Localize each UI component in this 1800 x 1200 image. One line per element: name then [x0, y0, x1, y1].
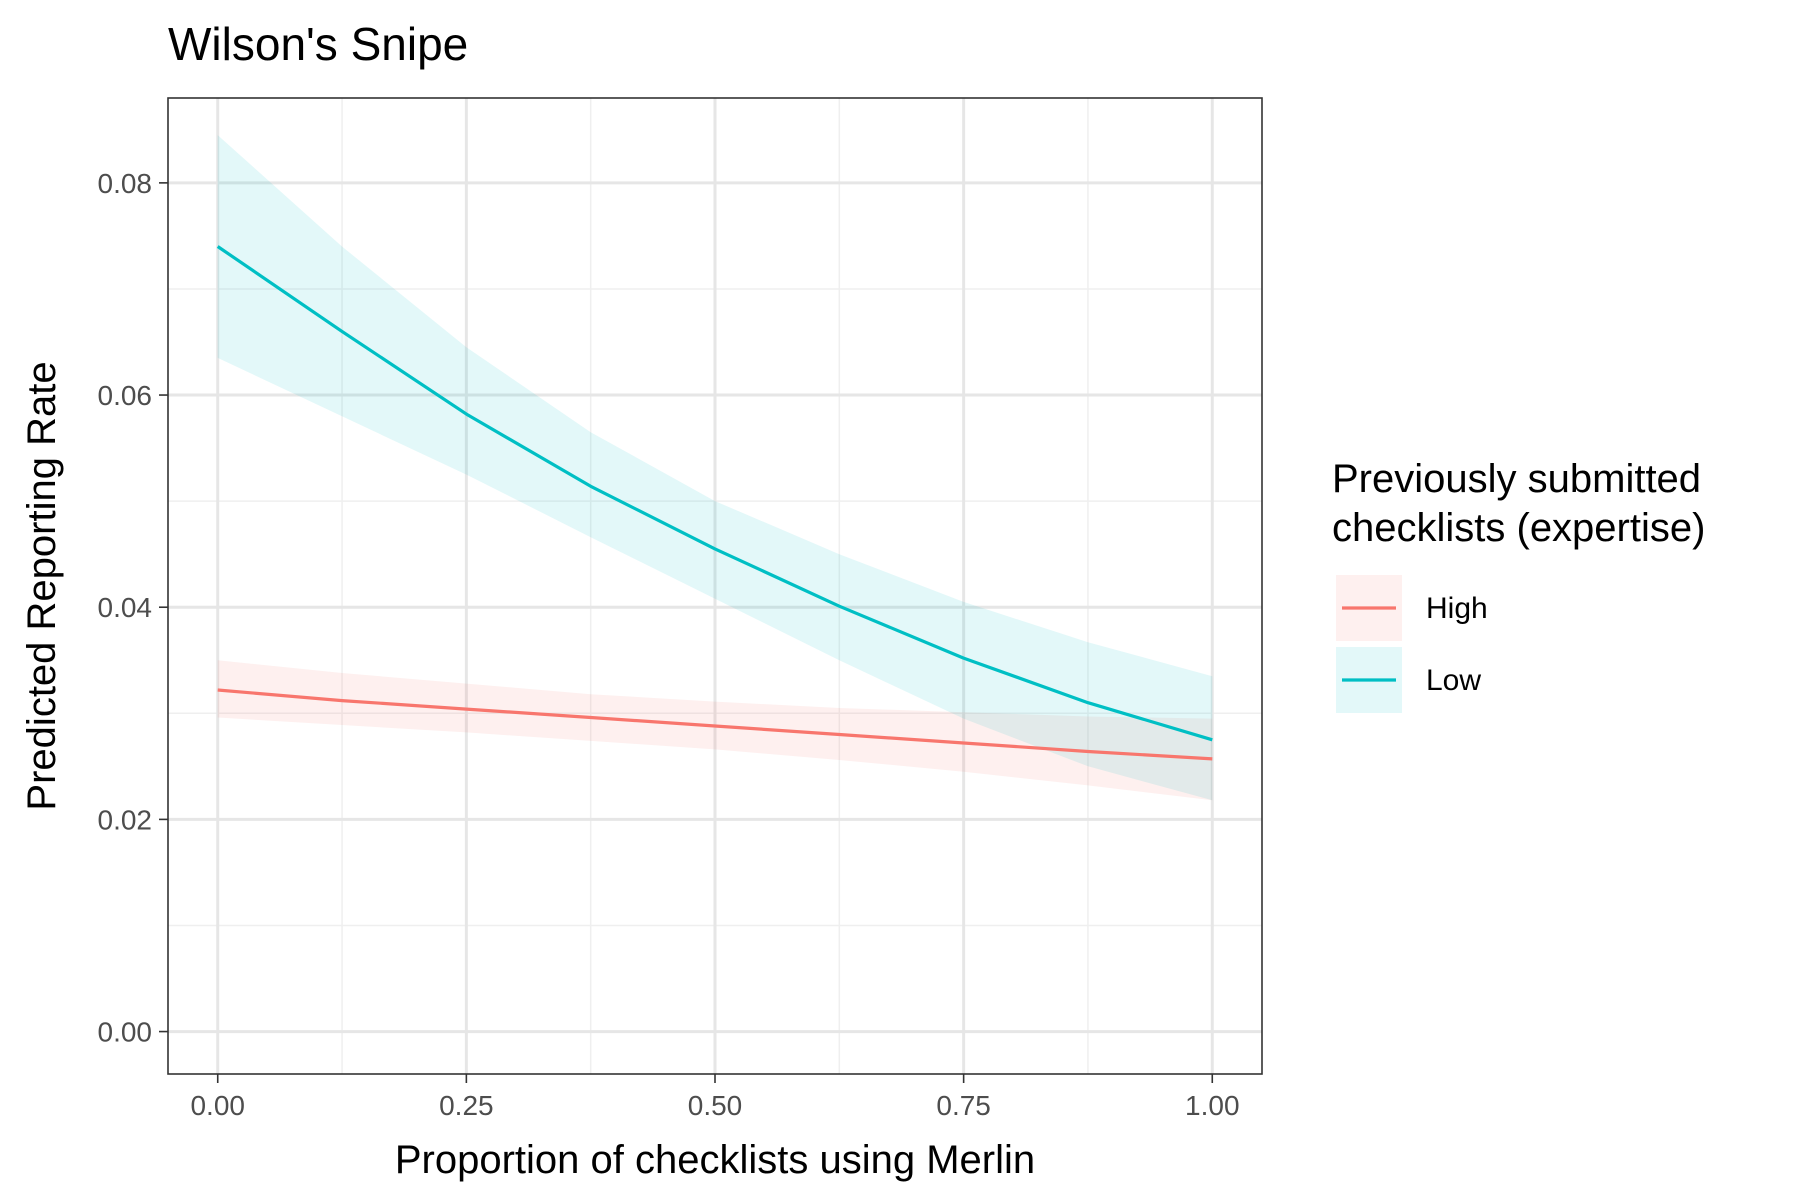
- chart-title: Wilson's Snipe: [168, 18, 468, 70]
- line-high: [217, 688, 1213, 761]
- legend-label-low: Low: [1426, 664, 1481, 697]
- y-tick-label: 0.02: [98, 804, 153, 835]
- grid-major: [168, 98, 1262, 1074]
- ribbon-low: [217, 135, 1213, 801]
- legend-label-high: High: [1426, 592, 1488, 625]
- legend-key-low: Low: [1336, 647, 1481, 713]
- legend: Previously submitted checklists (experti…: [1332, 457, 1705, 713]
- y-axis: 0.00 0.02 0.04 0.06 0.08: [98, 168, 168, 1048]
- x-tick-label: 0.50: [688, 1090, 743, 1121]
- ribbon-high: [217, 660, 1213, 801]
- x-tick-label: 1.00: [1185, 1090, 1240, 1121]
- confidence-ribbons: [217, 135, 1213, 801]
- series-lines: [216, 245, 1213, 761]
- legend-title-line-1: Previously submitted: [1332, 457, 1701, 501]
- x-tick-label: 0.00: [190, 1090, 245, 1121]
- y-tick-label: 0.00: [98, 1017, 153, 1048]
- legend-key-high: High: [1336, 575, 1488, 641]
- legend-keys: High Low: [1336, 575, 1488, 713]
- y-tick-label: 0.06: [98, 380, 153, 411]
- x-tick-label: 0.25: [439, 1090, 494, 1121]
- x-axis-title: Proportion of checklists using Merlin: [395, 1138, 1035, 1182]
- y-tick-label: 0.04: [98, 592, 153, 623]
- legend-title-line-2: checklists (expertise): [1332, 506, 1705, 550]
- x-tick-label: 0.75: [936, 1090, 991, 1121]
- y-tick-label: 0.08: [98, 168, 153, 199]
- y-axis-title: Predicted Reporting Rate: [20, 361, 64, 810]
- line-low: [216, 245, 1213, 742]
- x-axis: 0.00 0.25 0.50 0.75 1.00: [190, 1074, 1240, 1121]
